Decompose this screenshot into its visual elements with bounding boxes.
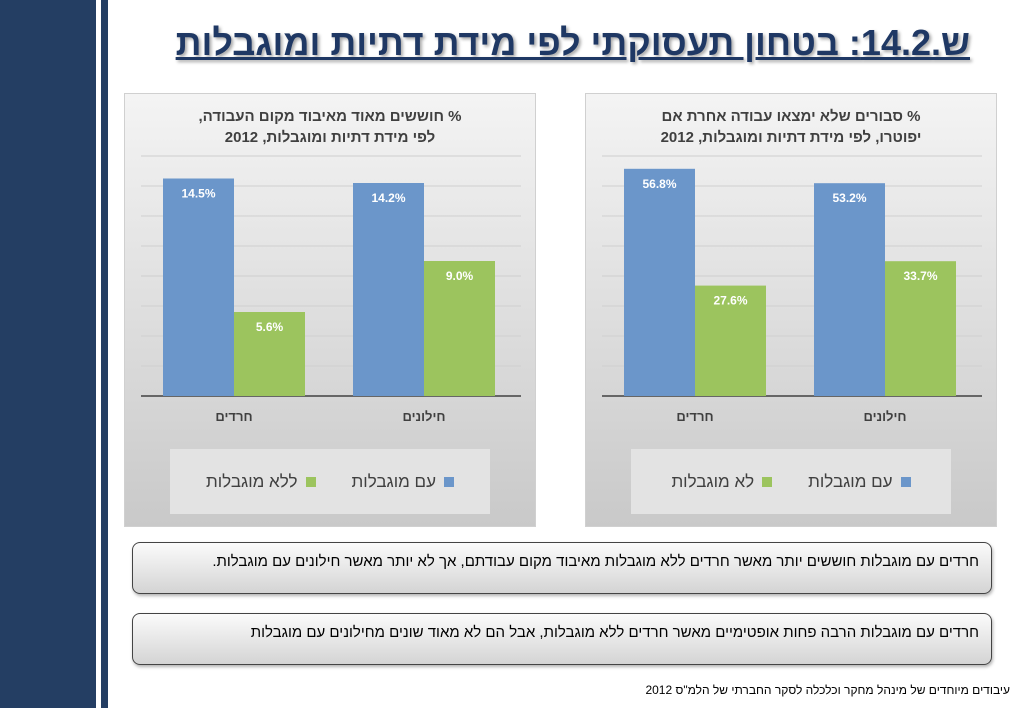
chart-find-job: 56.8% 27.6% חרדים 53.2% 33.7% חילונים xyxy=(602,155,982,424)
chart-job-loss-fear: 14.5% 5.6% חרדים 14.2% 9.0% חילונים xyxy=(141,155,521,424)
legend-item-with-disability: עם מוגבלות xyxy=(808,471,911,492)
chart-panel-find-job: 56.8% 27.6% חרדים 53.2% 33.7% חילונים % סבורי… xyxy=(585,93,997,527)
bar-without-disability xyxy=(234,312,305,396)
category-label: חרדים xyxy=(676,409,713,424)
bar-without-disability xyxy=(424,261,495,396)
source-footnote: עיבודים מיוחדים של מינהל מחקר וכלכלה לסק… xyxy=(645,683,1010,697)
bar-without-disability xyxy=(885,261,956,396)
legend-swatch xyxy=(443,476,454,487)
legend-swatch xyxy=(900,476,911,487)
category-label: חילונים xyxy=(402,409,445,424)
legend-label: עם מוגבלות xyxy=(351,471,436,491)
left-navy-line xyxy=(101,0,108,708)
legend-item-with-disability: עם מוגבלות xyxy=(352,472,454,492)
chart-title-find-job: % סבורים שלא ימצאו עבודה אחרת אם יפוטרו,… xyxy=(596,106,986,148)
legend-label: לא מוגבלות xyxy=(671,471,755,491)
data-label: 14.5% xyxy=(181,187,215,201)
chart-title-job-loss-fear: % חוששים מאוד מאיבוד מקום העבודה, לפי מי… xyxy=(135,106,525,148)
chart-title-line: יפוטרו, לפי מידת דתיות ומוגבלות, 2012 xyxy=(660,129,922,146)
category-label: חרדים xyxy=(215,409,252,424)
slide-title: ש.14.2: בטחון תעסוקתי לפי מידת דתיות ומו… xyxy=(175,22,970,63)
left-navy-bar xyxy=(0,0,96,708)
bar-with-disability xyxy=(163,178,234,396)
chart-panel-job-loss-fear: 14.5% 5.6% חרדים 14.2% 9.0% חילונים % חוששים … xyxy=(124,93,536,527)
note-box-1: חרדים עם מוגבלות חוששים יותר מאשר חרדים … xyxy=(132,542,992,594)
chart-legend: עם מוגבלות ללא מוגבלות xyxy=(170,449,490,514)
note-box-2: חרדים עם מוגבלות הרבה פחות אופטימיים מאש… xyxy=(132,613,992,665)
data-label: 27.6% xyxy=(713,294,747,308)
legend-swatch xyxy=(762,476,773,487)
chart-title-line: % סבורים שלא ימצאו עבודה אחרת אם xyxy=(661,108,921,125)
bar-with-disability xyxy=(624,168,695,396)
legend-item-without-disability: ללא מוגבלות xyxy=(206,472,316,492)
chart-title-line: % חוששים מאוד מאיבוד מקום העבודה, xyxy=(198,108,462,125)
chart-legend: עם מוגבלות לא מוגבלות xyxy=(631,449,951,514)
data-label: 33.7% xyxy=(903,269,937,283)
legend-label: עם מוגבלות xyxy=(808,471,893,491)
data-label: 9.0% xyxy=(446,269,474,283)
category-label: חילונים xyxy=(863,409,906,424)
data-label: 56.8% xyxy=(642,177,676,191)
bar-with-disability xyxy=(353,183,424,396)
chart-title-line: לפי מידת דתיות ומוגבלות, 2012 xyxy=(224,129,436,146)
legend-item-without-disability: לא מוגבלות xyxy=(671,471,773,492)
data-label: 14.2% xyxy=(371,191,405,205)
bar-with-disability xyxy=(814,183,885,396)
bar-without-disability xyxy=(695,285,766,396)
legend-swatch xyxy=(305,476,316,487)
legend-label: ללא מוגבלות xyxy=(206,471,298,491)
data-label: 53.2% xyxy=(832,191,866,205)
data-label: 5.6% xyxy=(256,320,284,334)
